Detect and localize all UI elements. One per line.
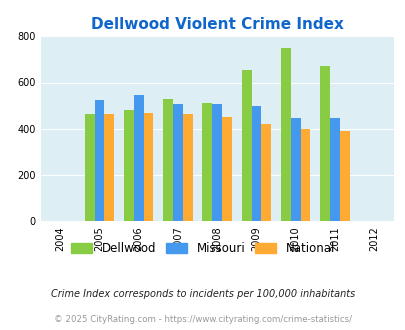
- Bar: [261, 124, 271, 221]
- Bar: [329, 118, 339, 221]
- Bar: [241, 70, 251, 221]
- Bar: [251, 106, 261, 221]
- Bar: [290, 117, 300, 221]
- Bar: [173, 104, 182, 221]
- Bar: [163, 99, 173, 221]
- Bar: [85, 114, 94, 221]
- Bar: [280, 48, 290, 221]
- Bar: [143, 113, 153, 221]
- Legend: Dellwood, Missouri, National: Dellwood, Missouri, National: [66, 237, 339, 260]
- Bar: [202, 103, 212, 221]
- Bar: [94, 100, 104, 221]
- Text: © 2025 CityRating.com - https://www.cityrating.com/crime-statistics/: © 2025 CityRating.com - https://www.city…: [54, 315, 351, 324]
- Text: Crime Index corresponds to incidents per 100,000 inhabitants: Crime Index corresponds to incidents per…: [51, 289, 354, 299]
- Title: Dellwood Violent Crime Index: Dellwood Violent Crime Index: [91, 17, 343, 32]
- Bar: [300, 129, 310, 221]
- Bar: [222, 117, 231, 221]
- Bar: [212, 104, 222, 221]
- Bar: [124, 110, 134, 221]
- Bar: [320, 66, 329, 221]
- Bar: [134, 95, 143, 221]
- Bar: [104, 114, 114, 221]
- Bar: [339, 131, 349, 221]
- Bar: [182, 114, 192, 221]
